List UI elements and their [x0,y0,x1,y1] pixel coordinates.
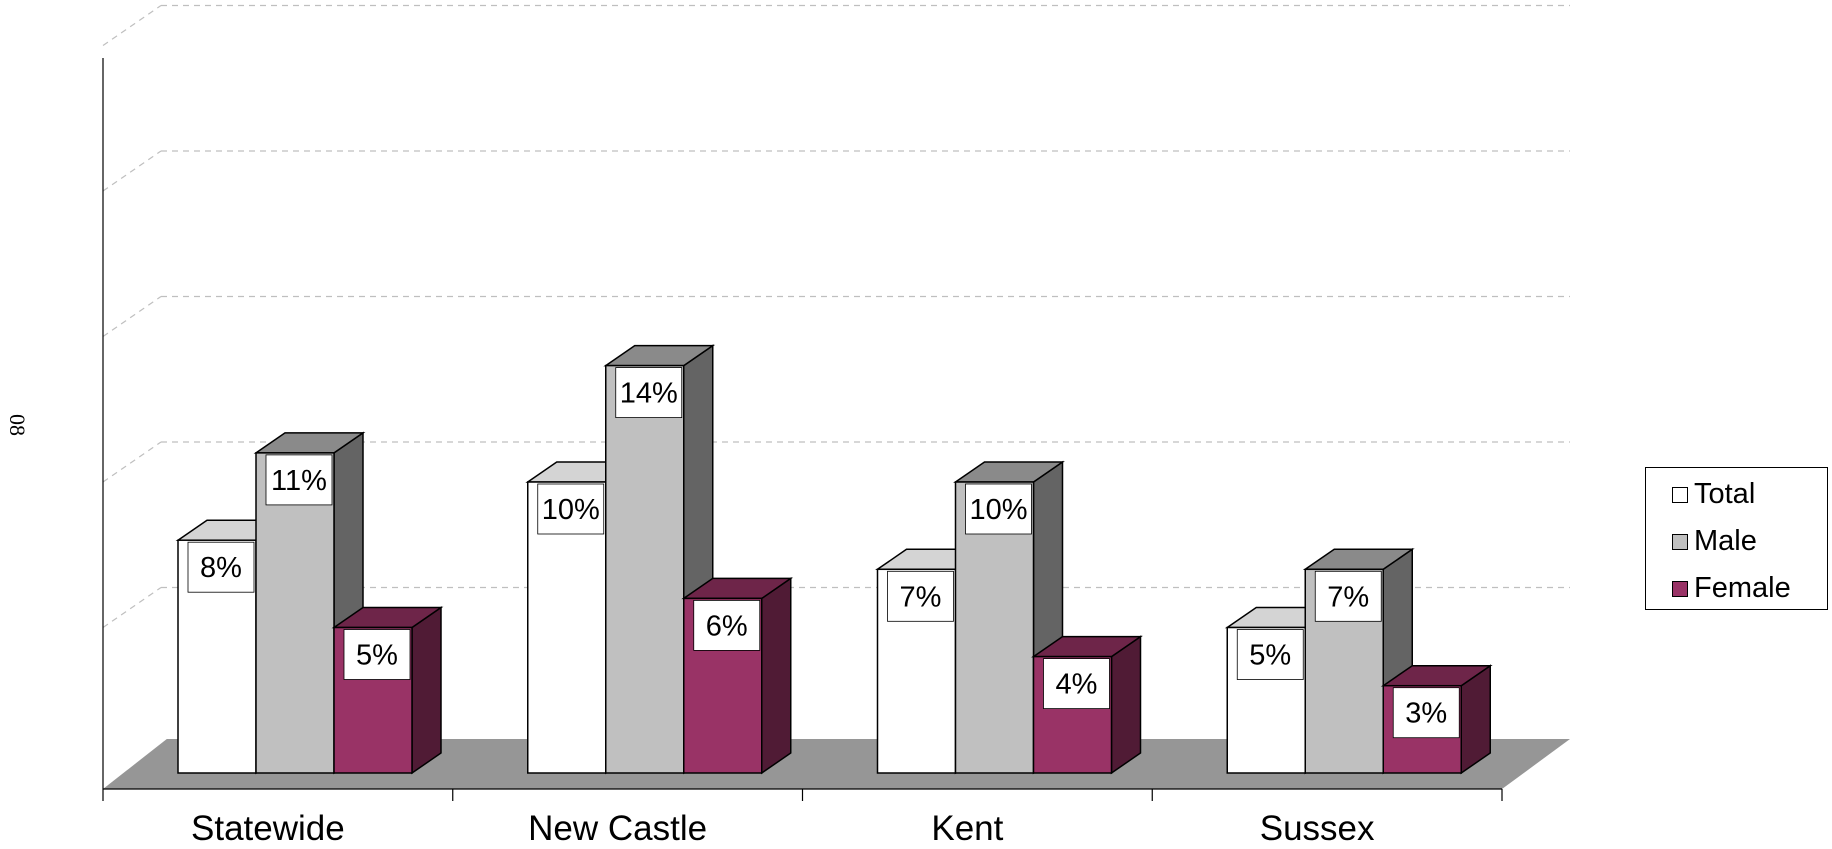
legend-swatch-total [1672,486,1688,503]
data-label-text: 5% [356,640,398,672]
data-label: 8% [187,541,255,593]
legend-label-total: Total [1694,478,1756,510]
data-label-text: 8% [200,552,242,584]
data-label-box [965,483,1032,535]
gridlines [102,4,1570,789]
category-label: Kent [931,809,1003,848]
data-labels: 8% 11% 5% 10% 14% 6% 7% 10% 4% 5% 7% 3% [187,367,1460,739]
data-label-box [693,600,761,651]
data-label-box [343,629,411,680]
gridline-diagonal [102,150,162,192]
data-label: 3% [1392,687,1460,739]
data-label-box [1392,687,1460,739]
legend-item-total: Total [1672,478,1755,511]
data-label-box [265,454,333,506]
data-label-box [615,367,683,419]
data-label: 6% [693,600,761,651]
data-label-text: 4% [1056,669,1098,701]
data-label-box [1236,629,1304,680]
gridline-diagonal [102,296,162,337]
data-label-box [1043,658,1110,709]
bar-front [255,452,335,774]
data-label: 14% [615,367,683,419]
category-label: Statewide [191,809,345,848]
category-axis: Statewide New Castle Kent Sussex [102,788,1503,848]
data-label: 11% [265,454,333,506]
legend-label-female: Female [1694,572,1791,604]
data-label-text: 7% [900,581,942,613]
bar-front [605,364,685,774]
data-label-text: 10% [542,494,600,526]
category-label: Sussex [1260,809,1375,848]
data-label: 10% [537,483,605,535]
floor-plane [103,739,1570,789]
chart-floor [103,739,1570,789]
gridline-diagonal [102,587,162,628]
data-label-box [537,483,605,535]
category-label: New Castle [528,809,707,848]
gridline-diagonal [102,5,162,46]
data-label-text: 5% [1249,640,1291,672]
data-label-box [887,570,954,622]
bars [175,344,1493,775]
legend-item-male: Male [1672,525,1757,558]
legend-swatch-female [1672,580,1688,597]
data-label: 7% [887,570,954,622]
legend-label-male: Male [1694,525,1757,557]
data-label: 5% [343,629,411,680]
bar-side [1110,635,1142,775]
data-label-text: 14% [620,378,678,410]
bar-side [761,576,792,775]
data-label: 10% [965,483,1032,535]
gridline-diagonal [102,441,162,483]
side-label: 08 [5,414,30,436]
data-label-text: 3% [1405,698,1447,730]
data-label: 4% [1043,658,1110,709]
legend-item-female: Female [1672,572,1791,605]
data-label-text: 6% [706,610,748,642]
legend: Total Male Female [1645,467,1828,610]
data-label-box [187,541,255,593]
data-label: 7% [1314,570,1382,622]
data-label-text: 11% [271,465,327,497]
legend-swatch-male [1672,533,1688,550]
data-label: 5% [1236,629,1304,680]
data-label-box [1314,570,1382,622]
bar-side [411,606,442,775]
data-label-text: 7% [1327,581,1369,613]
data-label-text: 10% [969,494,1027,526]
